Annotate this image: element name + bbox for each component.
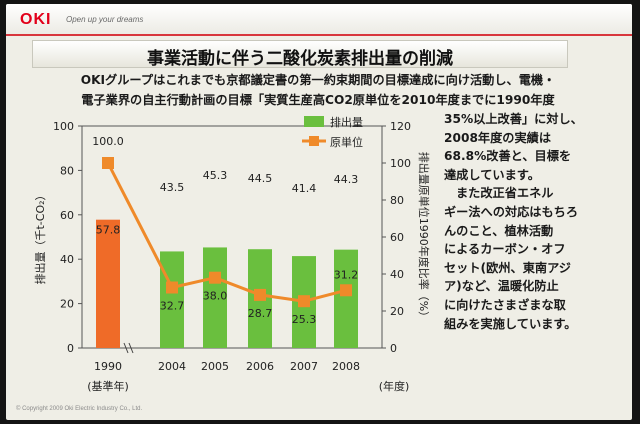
side-line: によるカーボン・オフ [444, 242, 566, 257]
header-divider [6, 34, 632, 36]
left-tick-label: 40 [60, 253, 74, 266]
slide: OKI Open up your dreams 事業活動に伴う二酸化炭素排出量の… [6, 4, 632, 420]
axis-break-mark [123, 342, 129, 354]
intensity-marker-2006 [254, 288, 266, 301]
intro-line-2: 電子業界の自主行動計画の目標「実質生産高CO2原単位を2010年度までに1990… [81, 93, 555, 107]
left-tick-label: 100 [53, 120, 74, 133]
right-tick-label: 100 [390, 157, 411, 170]
bar-value-label: 44.5 [248, 172, 273, 185]
intro-line-1: OKIグループはこれまでも京都議定書の第一約束期間の目標達成に向け活動し、電機・ [80, 73, 556, 87]
category-label: 2006 [246, 360, 274, 373]
intensity-marker-2005 [209, 271, 221, 284]
title-box: 事業活動に伴う二酸化炭素排出量の削減 [32, 40, 568, 69]
left-tick-label: 20 [60, 298, 74, 311]
category-label: 2005 [201, 360, 229, 373]
side-line: セット(欧州、東南アジ [444, 260, 571, 275]
side-line: また改正省エネル [456, 186, 554, 201]
category-label: 2008 [332, 360, 360, 373]
intro-paragraph: OKIグループはこれまでも京都議定書の第一約束期間の目標達成に向け活動し、電機・… [22, 70, 614, 110]
legend-line-label: 原単位 [330, 135, 363, 149]
copyright: © Copyright 2009 Oki Electric Industry C… [16, 406, 143, 412]
slide-header-bar: OKI Open up your dreams [6, 4, 632, 34]
bar-value-label: 43.5 [160, 181, 185, 194]
intensity-marker-2004 [166, 281, 178, 294]
side-line: ギー法への対応はもちろ [444, 204, 579, 219]
intensity-marker-2008 [340, 284, 352, 297]
line-value-label: 25.3 [292, 313, 317, 326]
intensity-marker-2007 [298, 295, 310, 308]
bar-value-label: 41.4 [292, 182, 317, 195]
emissions-chart: 0 20 40 60 80 100 0 20 40 60 80 100 120 排出量（千t-CO₂） 排出… [33, 115, 431, 393]
right-tick-label: 0 [390, 342, 397, 355]
legend-bar-swatch [304, 116, 324, 127]
line-value-label: 100.0 [92, 135, 124, 148]
right-tick-label: 120 [390, 120, 411, 133]
line-value-label: 28.7 [248, 307, 273, 320]
intensity-line [106, 162, 347, 303]
bar-2005 [203, 247, 227, 348]
bar-value-label: 57.8 [96, 224, 121, 237]
bar-2008 [334, 249, 358, 348]
base-year-note: (基準年) [87, 379, 129, 393]
side-line: ア)など、温暖化防止 [444, 279, 559, 294]
side-paragraph: 35%以上改善」に対し、 2008年度の実績は 68.8%改善と、目標を 達成していま… [444, 110, 624, 333]
category-label: 2007 [290, 360, 318, 373]
tagline: Open up your dreams [66, 15, 144, 24]
bar-value-label: 45.3 [203, 169, 228, 182]
bar-1990 [96, 219, 120, 348]
line-value-label: 38.0 [203, 290, 228, 303]
left-tick-label: 80 [60, 164, 74, 177]
right-tick-label: 80 [390, 194, 404, 207]
left-tick-label: 60 [60, 209, 74, 222]
legend-line-marker [309, 136, 319, 146]
axis-break-mark [128, 342, 134, 354]
category-label: 1990 [94, 360, 122, 373]
side-line: 組みを実施しています。 [444, 316, 577, 331]
right-tick-label: 40 [390, 268, 404, 281]
right-tick-label: 60 [390, 231, 404, 244]
left-axis-title: 排出量（千t-CO₂） [33, 189, 47, 284]
side-line: 2008年度の実績は [444, 130, 552, 145]
bar-value-label: 44.3 [334, 173, 359, 186]
legend-bar-label: 排出量 [330, 115, 363, 129]
intensity-marker-1990 [102, 157, 114, 169]
line-value-label: 31.2 [334, 268, 359, 281]
bar-2004 [160, 251, 184, 348]
category-label: 2004 [158, 360, 186, 373]
oki-logo: OKI [20, 11, 52, 28]
x-axis-unit: (年度) [379, 379, 410, 393]
left-tick-label: 0 [67, 342, 74, 355]
right-axis-title: 排出量原単位1990年度比率（%） [417, 152, 431, 322]
side-line: 35%以上改善」に対し、 [444, 112, 583, 126]
side-line: 達成しています。 [444, 167, 540, 182]
slide-title: 事業活動に伴う二酸化炭素排出量の削減 [147, 49, 453, 69]
right-tick-label: 20 [390, 305, 404, 318]
side-line: んのこと、植林活動 [444, 223, 554, 238]
side-line: に向けたさまざまな取 [444, 297, 566, 312]
side-line: 68.8%改善と、目標を [444, 149, 572, 164]
line-value-label: 32.7 [160, 300, 185, 313]
